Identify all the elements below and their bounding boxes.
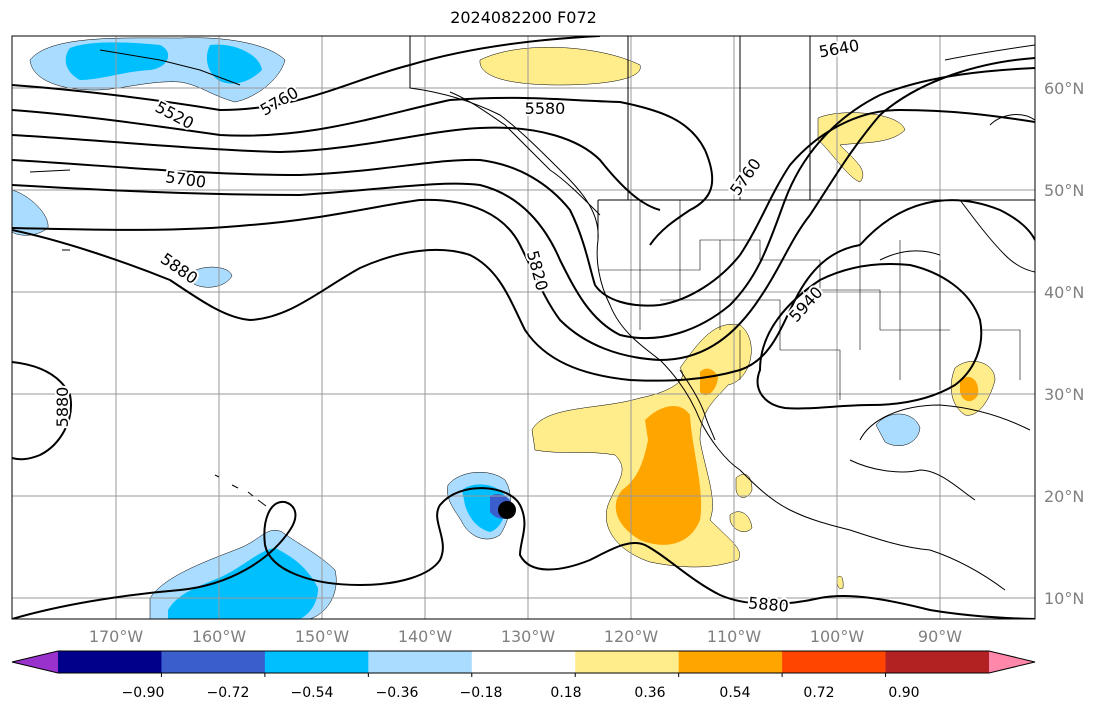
colorbar-tick-label: 0.36 — [634, 685, 665, 701]
colorbar-tick-label: −0.36 — [376, 685, 419, 701]
lat-label-40n: 40°N — [1044, 283, 1084, 302]
colorbar-tick-label: 0.90 — [888, 685, 919, 701]
lon-label-100w: 100°W — [810, 627, 865, 646]
colorbar-tick-label: 0.72 — [803, 685, 834, 701]
lon-label-90w: 90°W — [918, 627, 962, 646]
colorbar-tick-label: 0.54 — [719, 685, 750, 701]
colorbar-extend-min — [12, 651, 58, 673]
map-frame — [11, 35, 1036, 620]
colorbar-segment — [575, 651, 680, 673]
colorbar-tick-label: −0.54 — [291, 685, 334, 701]
colorbar-segment — [264, 651, 369, 673]
state-borders — [598, 200, 1021, 400]
lon-label-150w: 150°W — [295, 627, 350, 646]
colorbar-segment — [368, 651, 473, 673]
lat-label-30n: 30°N — [1044, 385, 1084, 404]
colorbar-tick-labels: −0.90 −0.72 −0.54 −0.36 −0.18 0.18 0.36 … — [122, 685, 920, 701]
chart-title: 2024082200 F072 — [450, 8, 597, 27]
lon-label-160w: 160°W — [192, 627, 247, 646]
map-area: 5520 5580 5640 5700 5760 5820 5880 5880 … — [12, 36, 1035, 619]
latitude-labels: 60°N 50°N 40°N 30°N 20°N 10°N — [1044, 79, 1084, 608]
colorbar-outline — [11, 650, 1036, 674]
lat-label-20n: 20°N — [1044, 487, 1084, 506]
colorbar-tick-label: −0.18 — [460, 685, 503, 701]
lon-label-110w: 110°W — [707, 627, 762, 646]
contour-label-5880-b: 5880 — [53, 387, 72, 428]
colorbar-tick-label: −0.90 — [122, 685, 165, 701]
lon-label-140w: 140°W — [398, 627, 453, 646]
lat-label-10n: 10°N — [1044, 589, 1084, 608]
lon-label-130w: 130°W — [501, 627, 556, 646]
colorbar-segment — [782, 651, 887, 673]
shading-negative — [12, 37, 921, 619]
longitude-labels: 170°W 160°W 150°W 140°W 130°W 120°W 110°… — [89, 627, 962, 646]
shading-positive — [479, 47, 996, 589]
colorbar — [11, 650, 1036, 677]
colorbar-segment — [161, 651, 266, 673]
lon-label-120w: 120°W — [604, 627, 659, 646]
colorbar-tick-label: −0.72 — [207, 685, 250, 701]
colorbar-segment — [471, 651, 576, 673]
lon-label-170w: 170°W — [89, 627, 144, 646]
lat-label-50n: 50°N — [1044, 181, 1084, 200]
height-contours — [12, 36, 1035, 619]
colorbar-extend-max — [989, 651, 1035, 673]
islands — [62, 249, 267, 507]
colorbar-tick-label: 0.18 — [550, 685, 581, 701]
colorbar-segment — [58, 651, 162, 673]
colorbar-segment — [678, 651, 783, 673]
colorbar-segment — [885, 651, 990, 673]
contour-label-5580: 5580 — [525, 99, 566, 118]
storm-center-marker — [498, 501, 516, 519]
contour-label-5880-c: 5880 — [747, 593, 789, 615]
lat-label-60n: 60°N — [1044, 79, 1084, 98]
